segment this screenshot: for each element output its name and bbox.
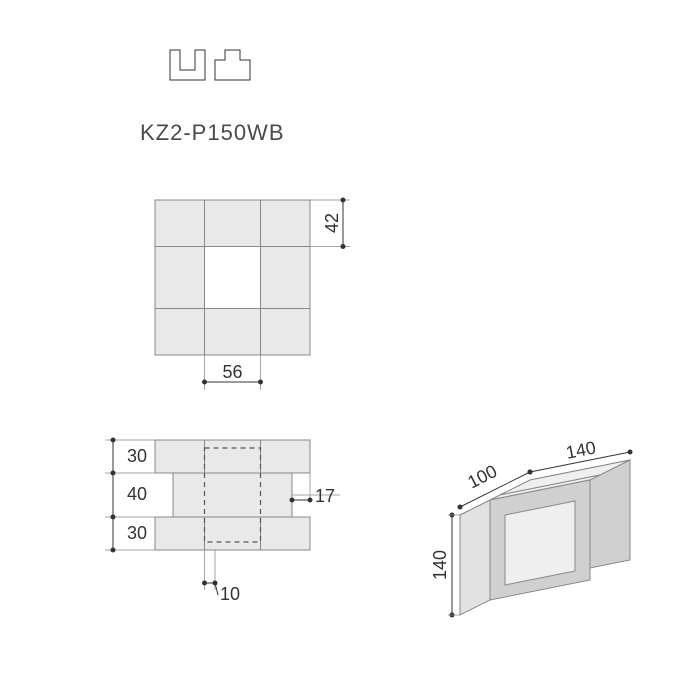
front-center-hole (205, 247, 261, 309)
top-view: 30 40 30 17 10 (105, 438, 340, 605)
dim-42-label: 42 (322, 213, 342, 233)
dim-10-label: 10 (220, 584, 240, 604)
dimension-140h: 140 (430, 513, 460, 618)
dim-100-label: 100 (464, 461, 500, 492)
dim-30a-label: 30 (127, 446, 147, 466)
front-view: 56 42 (155, 198, 350, 391)
dim-17-label: 17 (315, 486, 335, 506)
dimensions-left: 30 40 30 (105, 438, 155, 553)
concave-convex-icon (170, 50, 250, 80)
iso-front-slab (460, 480, 590, 615)
dimension-42: 42 (310, 198, 350, 250)
technical-drawing: KZ2-P150WB 56 42 (0, 0, 700, 700)
dimension-56: 56 (202, 355, 263, 390)
dim-30b-label: 30 (127, 523, 147, 543)
product-code: KZ2-P150WB (140, 120, 285, 145)
dimension-10: 10 (202, 550, 240, 604)
dim-56-label: 56 (222, 362, 242, 382)
dim-140h-label: 140 (430, 550, 450, 580)
dim-40-label: 40 (127, 484, 147, 504)
isometric-view: 140 100 140 (430, 437, 633, 617)
dimension-17: 17 (290, 473, 341, 506)
